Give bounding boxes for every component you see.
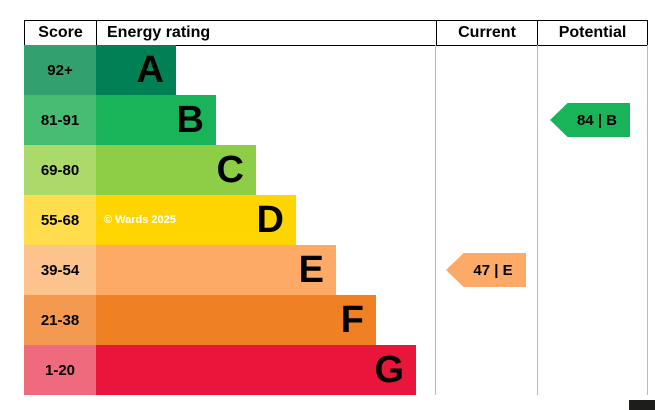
header-current: Current xyxy=(436,21,537,45)
score-range-a: 92+ xyxy=(24,45,96,95)
chart-header: Score Energy rating Current Potential xyxy=(24,20,648,46)
score-range-c: 69-80 xyxy=(24,145,96,195)
band-bar-b: B xyxy=(96,95,216,145)
band-bar-g: G xyxy=(96,345,416,395)
current-rating-arrow: 47 | E xyxy=(446,253,526,287)
header-score: Score xyxy=(25,21,97,45)
band-row-e: 39-54 E xyxy=(24,245,416,295)
cropped-logo-artifact xyxy=(629,400,655,410)
score-range-e: 39-54 xyxy=(24,245,96,295)
band-row-b: 81-91 B xyxy=(24,95,416,145)
header-energy-rating: Energy rating xyxy=(107,24,211,41)
band-bar-a: A xyxy=(96,45,176,95)
band-row-d: 55-68 D xyxy=(24,195,416,245)
band-bar-d: D xyxy=(96,195,296,245)
score-range-b: 81-91 xyxy=(24,95,96,145)
copyright-watermark: © Wards 2025 xyxy=(104,214,176,226)
potential-column-divider xyxy=(537,45,538,395)
band-row-g: 1-20 G xyxy=(24,345,416,395)
score-range-g: 1-20 xyxy=(24,345,96,395)
band-bar-f: F xyxy=(96,295,376,345)
header-potential: Potential xyxy=(537,21,647,45)
band-row-a: 92+ A xyxy=(24,45,416,95)
score-range-f: 21-38 xyxy=(24,295,96,345)
current-column-divider xyxy=(435,45,436,395)
score-range-d: 55-68 xyxy=(24,195,96,245)
band-row-f: 21-38 F xyxy=(24,295,416,345)
band-bar-e: E xyxy=(96,245,336,295)
band-rows: 92+ A 81-91 B 69-80 C 55-68 D 39-54 E 21… xyxy=(24,45,416,395)
potential-rating-arrow: 84 | B xyxy=(550,103,630,137)
band-bar-c: C xyxy=(96,145,256,195)
band-row-c: 69-80 C xyxy=(24,145,416,195)
right-edge-divider xyxy=(647,45,648,395)
